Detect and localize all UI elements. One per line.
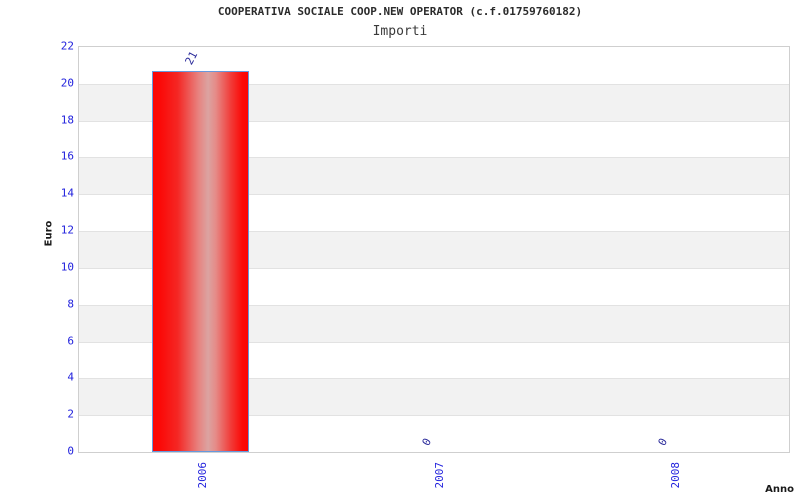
gridline	[79, 194, 789, 196]
x-tick-label-2007: 2007	[432, 462, 446, 489]
gridline	[79, 304, 789, 306]
gridline	[79, 120, 789, 122]
gridline	[79, 157, 789, 159]
y-tick-label: 16	[60, 149, 74, 163]
y-tick-label: 14	[60, 186, 74, 200]
y-tick-label: 0	[67, 444, 74, 458]
gridline	[79, 231, 789, 233]
gridline	[79, 267, 789, 269]
x-axis-title: Anno	[765, 484, 794, 495]
plot-area	[78, 46, 790, 453]
y-tick-label: 2	[67, 407, 74, 421]
y-tick-label: 8	[67, 297, 74, 311]
chart-title: COOPERATIVA SOCIALE COOP.NEW OPERATOR (c…	[217, 5, 583, 18]
y-axis-title: Euro	[43, 220, 55, 247]
chart-subtitle: Importi	[372, 24, 428, 39]
bar-2006[interactable]	[152, 70, 250, 452]
gridline	[79, 341, 789, 343]
gridline	[79, 415, 789, 417]
y-tick-label: 10	[60, 260, 74, 274]
y-tick-label: 22	[60, 39, 74, 53]
y-tick-label: 20	[60, 76, 74, 90]
y-axis-tick-labels: 0 2 4 6 8 10 12 14 16 18 20 22	[28, 40, 74, 458]
x-tick-label-2006: 2006	[195, 462, 209, 489]
gridline	[79, 378, 789, 380]
y-tick-label: 12	[60, 223, 74, 237]
x-tick-label-2008: 2008	[669, 462, 683, 489]
y-tick-label: 4	[67, 370, 74, 384]
y-tick-label: 6	[67, 334, 74, 348]
y-tick-label: 18	[60, 113, 74, 127]
gridline	[79, 83, 789, 85]
